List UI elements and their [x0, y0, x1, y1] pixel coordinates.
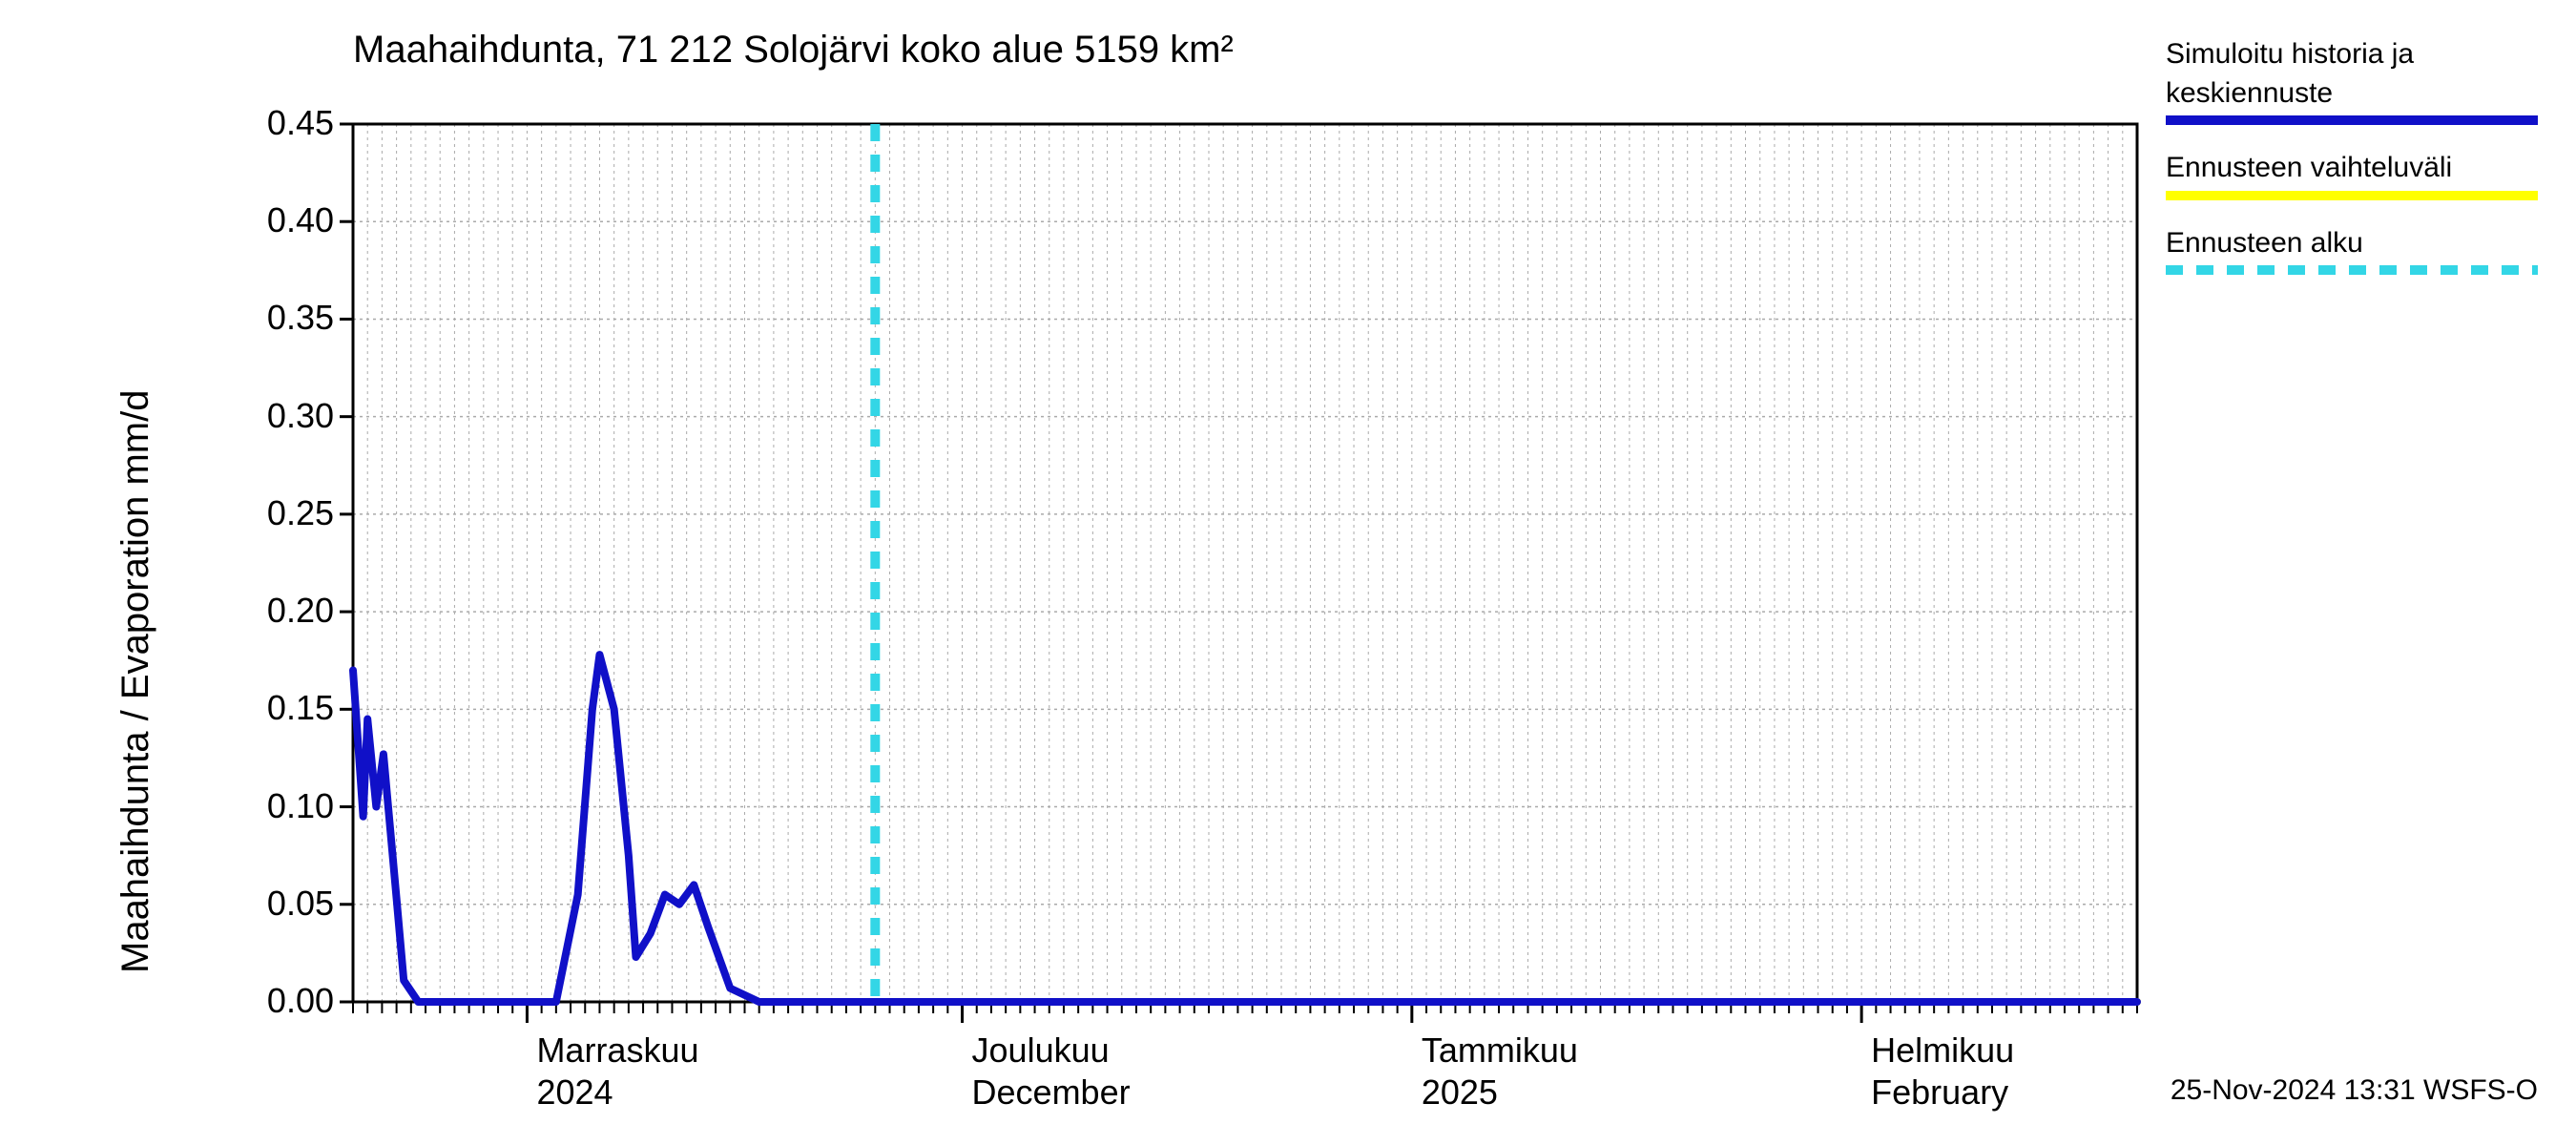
legend-label: Ennusteen vaihteluväli	[2166, 152, 2538, 185]
legend-swatch	[2166, 115, 2538, 125]
legend-item: Ennusteen alku	[2166, 227, 2538, 276]
footer-timestamp: 25-Nov-2024 13:31 WSFS-O	[2171, 1074, 2538, 1107]
legend-label: Ennusteen alku	[2166, 227, 2538, 260]
legend-item: Simuloitu historia ja keskiennuste	[2166, 38, 2538, 125]
legend-item: Ennusteen vaihteluväli	[2166, 152, 2538, 200]
legend-label: keskiennuste	[2166, 77, 2538, 111]
legend-swatch	[2166, 265, 2538, 275]
legend-label: Simuloitu historia ja	[2166, 38, 2538, 72]
legend: Simuloitu historia ja keskiennuste Ennuste…	[2166, 38, 2538, 302]
legend-swatch	[2166, 191, 2538, 200]
chart-canvas: Maahaihdunta, 71 212 Solojärvi koko alue…	[0, 0, 2576, 1145]
